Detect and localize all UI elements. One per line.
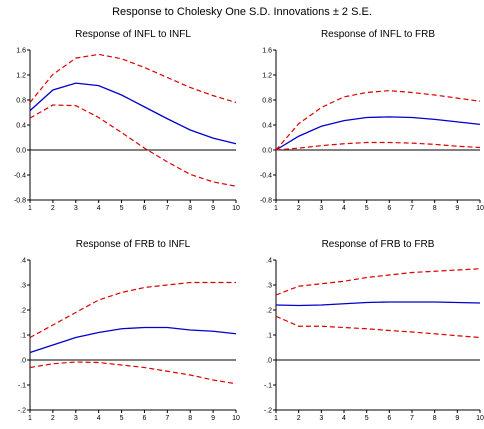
panel-1-ytick-label: 0.0 [262,148,272,155]
panel-0-title: Response of INFL to INFL [75,29,191,40]
panel-2-xtick-label: 8 [188,415,192,422]
panel-3-ytick-label: .1 [266,333,272,340]
panel-1-ytick-label: -0.8 [260,198,272,205]
panel-0-ytick-label: 0.8 [16,98,26,105]
panel-0-ytick-label: -0.8 [14,198,26,205]
panel-0-xtick-label: 8 [188,205,192,212]
panel-2-xtick-label: 3 [74,415,78,422]
panel-2-lower-line [29,361,237,385]
panel-0-xtick-label: 5 [120,205,124,212]
panel-0-xtick-label: 7 [165,205,169,212]
panel-1-lower-line [275,141,481,151]
panel-2-ytick-label: .2 [20,308,26,315]
panel-2-xtick-label: 5 [120,415,124,422]
panel-0-ytick-label: 0.4 [16,123,26,130]
panel-0-ytick-label: 0.0 [16,148,26,155]
panel-2-ytick-label: -.1 [18,383,26,390]
panel-2-upper-line [29,281,236,339]
panel-2-title: Response of FRB to INFL [76,239,191,250]
panel-0-upper-line [29,53,237,104]
panel-1-ytick-label: 1.6 [262,48,272,55]
panel-3-xtick-label: 7 [410,415,414,422]
panel-2-xtick-label: 7 [165,415,169,422]
panel-3-xtick-label: 8 [433,415,437,422]
panel-1-xtick-label: 4 [342,205,346,212]
panel-0-xtick-label: 6 [142,205,146,212]
panel-3-xtick-label: 1 [274,415,278,422]
panel-1-ytick-label: 0.4 [262,123,272,130]
panel-2-xtick-label: 6 [142,415,146,422]
panel-1-xtick-label: 5 [365,205,369,212]
panel-1-xtick-label: 3 [319,205,323,212]
panel-3-ytick-label: -.1 [264,383,272,390]
panel-1-xtick-label: 1 [274,205,278,212]
panel-0-ytick-label: 1.2 [16,73,26,80]
panel-2-xtick-label: 4 [97,415,101,422]
panel-3-xtick-label: 10 [476,415,484,422]
panel-0-response-line [29,82,237,145]
panel-3-ytick-label: .4 [266,258,272,265]
panel-3-xtick-label: 5 [365,415,369,422]
panel-infl-to-infl: Response of INFL to INFL -0.8 -0.4 0.0 0.4 0.… [14,29,240,212]
panel-1-xtick-label: 7 [410,205,414,212]
panel-0-lower-line [29,104,237,187]
panel-3-ytick-label: -.2 [264,408,272,415]
panel-2-ytick-label: .4 [20,258,26,265]
panel-2-xtick-label: 1 [28,415,32,422]
panel-2-ytick-label: .3 [20,283,26,290]
panel-0-xtick-label: 2 [51,205,55,212]
figure-title: Response to Cholesky One S.D. Innovation… [112,6,372,18]
panel-3-upper-line [275,268,481,296]
panel-0-xtick-label: 10 [232,205,240,212]
panel-1-ytick-label: 1.2 [262,73,272,80]
panel-infl-to-frb: Response of INFL to FRB -0.8 -0.4 0.0 0.4 0.8… [260,29,484,212]
panel-0-ytick-label: -0.4 [14,173,26,180]
panel-2-xtick-label: 9 [211,415,215,422]
panel-0-ytick-label: 1.6 [16,48,26,55]
panel-3-xtick-label: 3 [319,415,323,422]
panel-1-ytick-label: 0.8 [262,98,272,105]
panel-1-xtick-label: 2 [297,205,301,212]
panel-2-xtick-label: 2 [51,415,55,422]
panel-2-ytick-label: -.2 [18,408,26,415]
panel-1-xtick-label: 8 [433,205,437,212]
panel-1-ytick-label: -0.4 [260,173,272,180]
panel-0-xtick-label: 4 [97,205,101,212]
panel-2-response-line [29,326,237,354]
panel-3-lower-line [275,315,481,339]
panel-2-ytick-label: .1 [20,333,26,340]
panel-0-xtick-label: 1 [28,205,32,212]
panel-3-ytick-label: .3 [266,283,272,290]
panel-frb-to-frb: Response of FRB to FRB -.2 -.1 .0 .1 .2 .3 .4 1 2… [264,239,484,422]
panel-1-response-line [275,116,481,151]
panel-3-xtick-label: 4 [342,415,346,422]
panel-1-xtick-label: 10 [476,205,484,212]
panel-3-response-line [275,301,481,307]
panel-1-xtick-label: 6 [387,205,391,212]
panel-1-xtick-label: 9 [455,205,459,212]
panel-2-xtick-label: 10 [232,415,240,422]
panel-3-ytick-label: .0 [266,358,272,365]
panel-3-ytick-label: .2 [266,308,272,315]
panel-0-xtick-label: 3 [74,205,78,212]
panel-1-upper-line [275,90,481,151]
panel-2-ytick-label: .0 [20,358,26,365]
panel-3-xtick-label: 9 [455,415,459,422]
panel-frb-to-infl: Response of FRB to INFL -.2 -.1 .0 .1 .2 .3 .4 1… [18,239,240,422]
panel-0-xtick-label: 9 [211,205,215,212]
panel-1-title: Response of INFL to FRB [321,29,435,40]
panel-3-xtick-label: 6 [387,415,391,422]
panel-3-xtick-label: 2 [297,415,301,422]
panel-3-title: Response of FRB to FRB [322,239,435,250]
